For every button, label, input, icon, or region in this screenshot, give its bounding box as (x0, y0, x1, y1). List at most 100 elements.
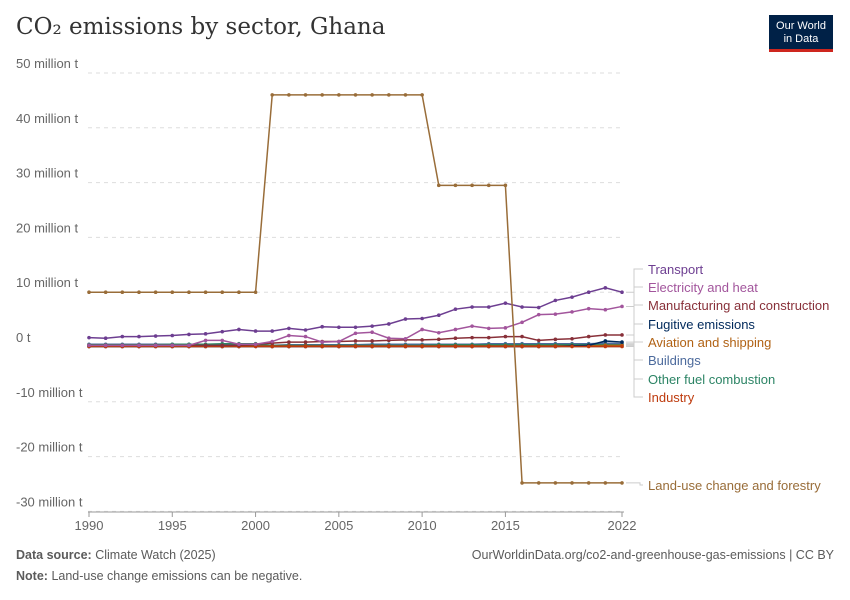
data-point (287, 333, 291, 338)
data-point (287, 344, 291, 349)
data-point (337, 325, 341, 330)
y-tick-label: -10 million t (16, 385, 83, 400)
legend-connector (626, 268, 643, 293)
x-tick-label: 2005 (324, 518, 353, 533)
data-point (253, 342, 258, 347)
legend-label: Land-use change and forestry (648, 478, 821, 493)
data-point (603, 344, 608, 349)
data-point (436, 313, 441, 318)
data-point (503, 344, 508, 349)
legend-label: Aviation and shipping (648, 335, 771, 350)
data-point (203, 338, 208, 343)
data-point (270, 93, 275, 97)
data-point (570, 310, 574, 314)
data-point (420, 316, 424, 321)
data-point (536, 481, 541, 485)
data-point (603, 339, 608, 343)
data-point (287, 340, 291, 344)
legend-label: Industry (648, 390, 695, 405)
x-tick-label: 1990 (75, 518, 104, 533)
data-point (420, 93, 424, 97)
data-point (337, 339, 341, 344)
data-point (120, 334, 125, 339)
data-point (320, 324, 324, 329)
logo-line1: Our World (776, 20, 826, 32)
data-point (536, 338, 541, 343)
data-point (320, 344, 324, 349)
data-point (137, 343, 141, 348)
data-point (453, 327, 458, 332)
data-point (470, 305, 474, 309)
source-url[interactable]: OurWorldinData.org/co2-and-greenhouse-ga… (471, 548, 834, 562)
data-point (137, 290, 141, 295)
data-point (237, 327, 241, 332)
data-point (553, 337, 558, 342)
data-point (270, 339, 275, 344)
data-point (337, 344, 341, 349)
note: Note: Land-use change emissions can be n… (16, 569, 302, 583)
y-tick-label: -30 million t (16, 494, 83, 509)
series-line-0 (88, 287, 623, 339)
legend-label: Fugitive emissions (648, 317, 755, 332)
data-point (520, 344, 524, 349)
data-point (520, 481, 524, 485)
data-point (620, 333, 624, 337)
data-point (103, 336, 108, 341)
data-point (187, 343, 191, 348)
y-tick-label: 40 million t (16, 111, 79, 126)
data-point (403, 317, 408, 321)
data-point (170, 333, 175, 338)
x-tick-label: 2015 (491, 518, 520, 533)
data-point (486, 326, 491, 331)
data-point (603, 286, 608, 290)
data-point (570, 295, 574, 299)
data-point (553, 298, 558, 303)
data-point (170, 290, 175, 295)
data-point (436, 337, 441, 342)
data-point (436, 330, 441, 335)
data-point (120, 290, 125, 295)
data-point (87, 290, 91, 295)
data-point (503, 326, 508, 330)
data-point (603, 333, 608, 337)
data-point (586, 344, 591, 349)
data-point (253, 329, 258, 333)
data-point (486, 335, 491, 340)
data-point (170, 343, 175, 348)
data-point (620, 304, 624, 309)
legend-label: Other fuel combustion (648, 372, 775, 387)
data-point (270, 344, 275, 349)
data-point (470, 335, 474, 340)
data-point (353, 339, 358, 343)
data-point (337, 93, 341, 97)
data-point (503, 301, 508, 305)
data-point (553, 481, 558, 485)
data-point (486, 305, 491, 309)
data-point (436, 183, 441, 188)
data-point (320, 340, 324, 344)
x-tick-label: 2022 (608, 518, 637, 533)
data-point (586, 290, 591, 295)
data-point (220, 343, 225, 348)
data-point (153, 334, 158, 338)
data-point (436, 344, 441, 349)
data-point (120, 343, 125, 348)
y-tick-label: 20 million t (16, 220, 79, 235)
source-text: Climate Watch (2025) (95, 548, 216, 562)
data-point (570, 481, 574, 485)
x-tick-label: 2010 (408, 518, 437, 533)
data-point (453, 344, 458, 349)
logo-line2: in Data (783, 33, 819, 45)
legend-connector (626, 304, 643, 336)
data-point (603, 307, 608, 312)
data-point (403, 93, 408, 97)
data-point (486, 344, 491, 349)
data-point (353, 325, 358, 330)
data-point (570, 336, 574, 341)
data-point (353, 331, 358, 336)
data-point (536, 305, 541, 310)
data-point (87, 335, 91, 340)
data-point (203, 332, 208, 336)
owid-logo[interactable]: Our World in Data (769, 15, 833, 52)
